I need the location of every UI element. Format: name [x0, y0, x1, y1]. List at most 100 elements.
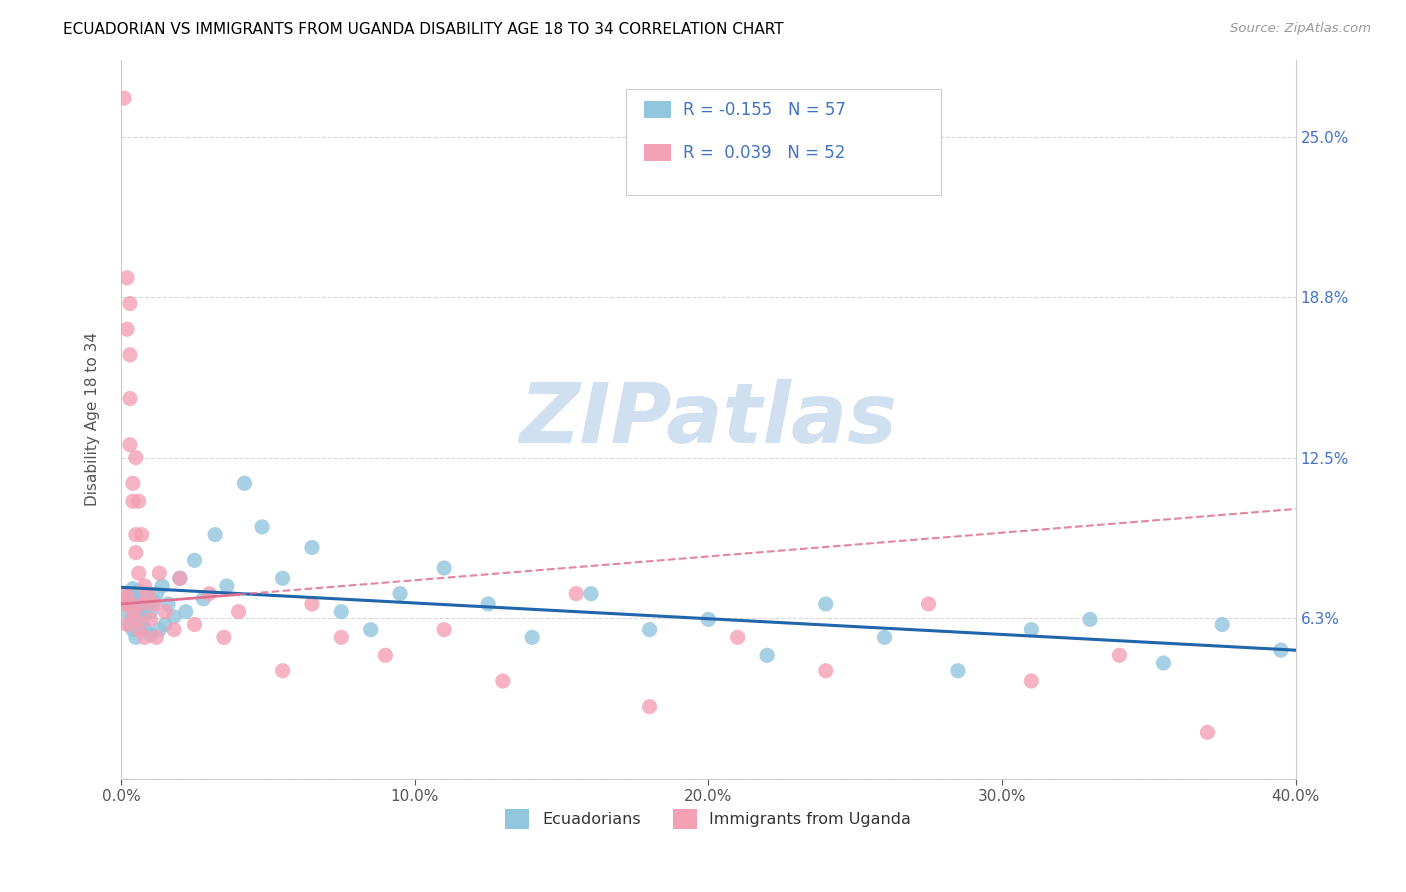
- Point: [193, 591, 215, 606]
- Point: [917, 597, 939, 611]
- Point: [1211, 617, 1233, 632]
- Point: [112, 597, 135, 611]
- Point: [330, 605, 353, 619]
- Point: [125, 631, 148, 645]
- Point: [118, 597, 141, 611]
- Point: [477, 597, 499, 611]
- Point: [1108, 648, 1130, 663]
- Point: [638, 699, 661, 714]
- Point: [148, 623, 170, 637]
- Point: [163, 609, 186, 624]
- Point: [148, 566, 170, 581]
- Point: [134, 623, 156, 637]
- Point: [389, 587, 412, 601]
- Point: [198, 587, 221, 601]
- Point: [125, 591, 148, 606]
- Point: [118, 348, 141, 362]
- Point: [122, 476, 145, 491]
- Point: [136, 587, 159, 601]
- Point: [360, 623, 382, 637]
- Point: [128, 584, 150, 599]
- Point: [228, 605, 250, 619]
- Point: [131, 599, 153, 614]
- Point: [301, 597, 323, 611]
- Text: ZIPatlas: ZIPatlas: [519, 378, 897, 459]
- Point: [115, 271, 138, 285]
- Point: [142, 594, 165, 608]
- Point: [1078, 612, 1101, 626]
- Point: [115, 617, 138, 632]
- Point: [125, 612, 148, 626]
- Point: [125, 612, 148, 626]
- Point: [112, 91, 135, 105]
- Point: [946, 664, 969, 678]
- Point: [522, 631, 544, 645]
- Point: [873, 631, 896, 645]
- Point: [115, 597, 138, 611]
- Point: [1021, 623, 1043, 637]
- Point: [115, 605, 138, 619]
- Point: [433, 623, 456, 637]
- Point: [128, 566, 150, 581]
- Point: [169, 571, 191, 585]
- Point: [169, 571, 191, 585]
- Point: [131, 597, 153, 611]
- Text: R =  0.039   N = 52: R = 0.039 N = 52: [682, 144, 845, 161]
- Point: [374, 648, 396, 663]
- Point: [727, 631, 749, 645]
- Point: [142, 597, 165, 611]
- Point: [115, 587, 138, 601]
- Point: [134, 579, 156, 593]
- Point: [122, 582, 145, 596]
- Point: [125, 597, 148, 611]
- Point: [150, 579, 173, 593]
- Point: [112, 591, 135, 606]
- Point: [301, 541, 323, 555]
- Point: [814, 664, 837, 678]
- Text: Source: ZipAtlas.com: Source: ZipAtlas.com: [1230, 22, 1371, 36]
- Point: [118, 617, 141, 632]
- Text: R = -0.155   N = 57: R = -0.155 N = 57: [682, 101, 845, 119]
- Point: [125, 527, 148, 541]
- FancyBboxPatch shape: [644, 102, 671, 118]
- Point: [128, 494, 150, 508]
- Point: [131, 615, 153, 629]
- Point: [814, 597, 837, 611]
- Point: [145, 587, 167, 601]
- Point: [153, 605, 176, 619]
- Point: [128, 623, 150, 637]
- Point: [118, 392, 141, 406]
- Point: [212, 631, 235, 645]
- Point: [697, 612, 720, 626]
- Point: [157, 597, 180, 611]
- Point: [250, 520, 273, 534]
- Point: [330, 631, 353, 645]
- Point: [233, 476, 256, 491]
- Point: [1270, 643, 1292, 657]
- Point: [1197, 725, 1219, 739]
- Legend: Ecuadorians, Immigrants from Uganda: Ecuadorians, Immigrants from Uganda: [499, 803, 918, 835]
- Point: [125, 450, 148, 465]
- Point: [128, 620, 150, 634]
- Point: [131, 527, 153, 541]
- Point: [118, 587, 141, 601]
- Point: [756, 648, 779, 663]
- FancyBboxPatch shape: [644, 145, 671, 161]
- Point: [139, 612, 162, 626]
- Text: ECUADORIAN VS IMMIGRANTS FROM UGANDA DISABILITY AGE 18 TO 34 CORRELATION CHART: ECUADORIAN VS IMMIGRANTS FROM UGANDA DIS…: [63, 22, 785, 37]
- Point: [139, 628, 162, 642]
- Point: [204, 527, 226, 541]
- Point: [125, 546, 148, 560]
- Point: [1152, 656, 1174, 670]
- Point: [128, 602, 150, 616]
- Point: [122, 623, 145, 637]
- Point: [183, 617, 205, 632]
- Y-axis label: Disability Age 18 to 34: Disability Age 18 to 34: [86, 332, 100, 506]
- Point: [271, 664, 294, 678]
- Point: [153, 617, 176, 632]
- Point: [1021, 673, 1043, 688]
- Point: [183, 553, 205, 567]
- Point: [122, 605, 145, 619]
- Point: [579, 587, 602, 601]
- Point: [565, 587, 588, 601]
